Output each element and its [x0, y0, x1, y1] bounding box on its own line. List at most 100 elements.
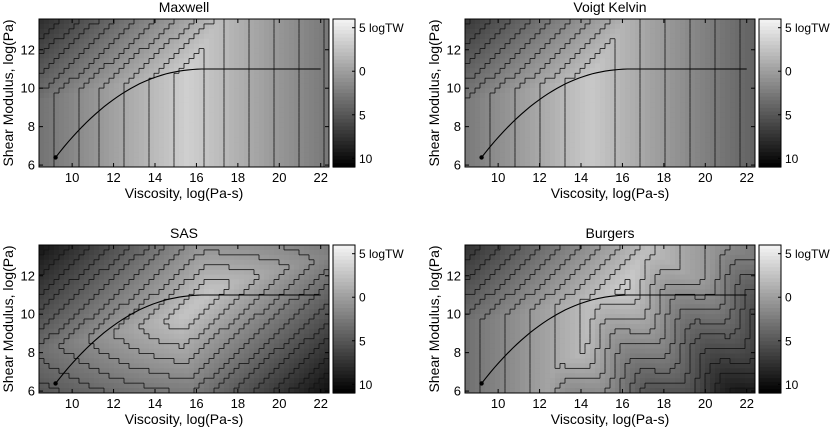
heatmap-cell [610, 132, 616, 138]
heatmap-cell [510, 142, 516, 148]
heatmap-cell [49, 328, 55, 335]
heatmap-cell [515, 53, 521, 60]
heatmap-cell [705, 157, 711, 163]
heatmap-cell [550, 102, 556, 109]
plot-frame [464, 18, 756, 168]
heatmap-cell [194, 117, 200, 124]
heatmap-cell [735, 147, 741, 153]
heatmap-cell [319, 132, 325, 138]
heatmap-cell [189, 53, 195, 60]
heatmap-cell [254, 152, 260, 158]
heatmap-cell [94, 323, 100, 330]
x-tick-label: 14 [574, 170, 588, 185]
heatmap-cell [259, 162, 265, 167]
heatmap-cell [314, 78, 320, 84]
heatmap-cell [74, 38, 80, 45]
heatmap-cell [319, 53, 325, 60]
heatmap-cell [89, 127, 95, 134]
heatmap-cell [475, 157, 481, 163]
heatmap-cell [159, 152, 165, 158]
heatmap-cell [480, 38, 486, 45]
colorbar-swatch [759, 93, 781, 98]
heatmap-cell [39, 19, 45, 25]
heatmap-cell [685, 19, 691, 25]
heatmap-cell [39, 348, 45, 355]
heatmap-cell [74, 338, 80, 345]
heatmap-cell [525, 58, 531, 64]
heatmap-cell [69, 383, 75, 389]
heatmap-cell [114, 78, 120, 84]
heatmap-cell [695, 58, 701, 64]
heatmap-cell [610, 152, 616, 158]
heatmap-cell [189, 162, 195, 167]
heatmap-cell [480, 117, 486, 124]
heatmap-cell [490, 68, 496, 74]
heatmap-cell [635, 63, 641, 69]
heatmap-cell [525, 162, 531, 167]
heatmap-cell [259, 147, 265, 153]
heatmap-cell [144, 122, 150, 129]
heatmap-cell [510, 132, 516, 138]
heatmap-cell [585, 122, 591, 129]
heatmap-cell [44, 78, 50, 84]
heatmap-cell [174, 58, 180, 64]
heatmap-cell [605, 157, 611, 163]
heatmap-cell [249, 63, 255, 69]
heatmap-cell [294, 137, 300, 143]
heatmap-cell [139, 23, 145, 30]
heatmap-cell [89, 264, 95, 271]
heatmap-cell [710, 93, 716, 99]
heatmap-cell [39, 107, 45, 114]
heatmap-cell [655, 78, 661, 84]
heatmap-cell [234, 127, 240, 134]
heatmap-cell [625, 83, 631, 89]
heatmap-cell [585, 93, 591, 99]
heatmap-cell [640, 43, 646, 50]
heatmap-cell [249, 112, 255, 119]
heatmap-cell [209, 33, 215, 40]
heatmap-cell [545, 23, 551, 30]
heatmap-cell [304, 73, 310, 79]
heatmap-cell [490, 63, 496, 69]
heatmap-cell [695, 33, 701, 40]
heatmap-cell [184, 83, 190, 89]
heatmap-cell [184, 132, 190, 138]
heatmap-cell [309, 152, 315, 158]
heatmap-cell [199, 147, 205, 153]
heatmap-cell [134, 63, 140, 69]
colorbar-swatch [333, 63, 355, 68]
heatmap-cell [169, 38, 175, 45]
heatmap-cell [124, 102, 130, 109]
heatmap-cell [615, 157, 621, 163]
heatmap-cell [560, 83, 566, 89]
heatmap-cell [299, 63, 305, 69]
heatmap-cell [269, 122, 275, 129]
heatmap-cell [570, 88, 576, 94]
heatmap-cell [485, 112, 491, 119]
heatmap-cell [525, 33, 531, 40]
heatmap-cell [74, 132, 80, 138]
heatmap-cell [279, 68, 285, 74]
heatmap-cell [650, 107, 656, 114]
heatmap-cell [59, 107, 65, 114]
heatmap-cell [229, 38, 235, 45]
heatmap-cell [465, 137, 471, 143]
heatmap-cell [540, 157, 546, 163]
heatmap-cell [179, 147, 185, 153]
heatmap-cell [279, 137, 285, 143]
heatmap-cell [284, 53, 290, 60]
heatmap-cell [89, 368, 95, 374]
heatmap-cell [124, 152, 130, 158]
heatmap-cell [600, 73, 606, 79]
heatmap-cell [595, 132, 601, 138]
heatmap-cell [660, 23, 666, 30]
heatmap-cell [74, 157, 80, 163]
heatmap-cell [149, 23, 155, 30]
heatmap-cell [99, 245, 105, 251]
heatmap-cell [239, 152, 245, 158]
heatmap-cell [214, 33, 220, 40]
colorbar-swatch [333, 19, 355, 24]
heatmap-cell [505, 48, 511, 55]
heatmap-cell [299, 88, 305, 94]
heatmap-cell [284, 19, 290, 25]
